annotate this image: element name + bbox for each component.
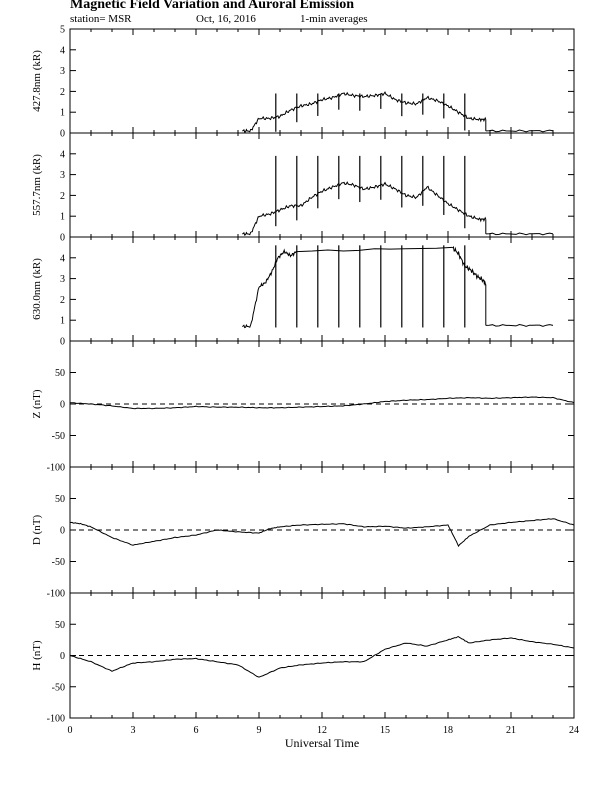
y-axis-label: D (nT) — [31, 515, 43, 546]
y-axis-label: 427.8nm (kR) — [31, 50, 43, 112]
y-tick-label: -100 — [47, 714, 65, 725]
y-axis-label: 630.0nm (kR) — [31, 258, 43, 320]
y-tick-label: 0 — [60, 337, 65, 348]
y-axis-label: 557.7nm (kR) — [31, 154, 43, 216]
y-tick-label: 50 — [55, 368, 65, 379]
y-tick-label: 2 — [60, 87, 65, 98]
y-tick-label: 50 — [55, 620, 65, 631]
series-line — [451, 245, 487, 286]
y-tick-label: -100 — [47, 463, 65, 474]
y-tick-label: 1 — [60, 108, 65, 119]
station-label: station= MSR — [70, 13, 132, 25]
chart-title: Magnetic Field Variation and Auroral Emi… — [70, 0, 355, 12]
y-tick-label: 2 — [60, 191, 65, 202]
y-tick-label: 0 — [60, 651, 65, 662]
y-tick-label: 2 — [60, 295, 65, 306]
y-tick-label: 4 — [60, 45, 65, 56]
y-tick-label: 4 — [60, 253, 65, 264]
x-tick-label: 9 — [257, 725, 262, 736]
y-tick-label: 0 — [60, 400, 65, 411]
panel-frame — [69, 28, 575, 134]
averaging-label: 1-min averages — [300, 13, 368, 25]
series-line — [242, 91, 487, 133]
date-label: Oct, 16, 2016 — [196, 13, 256, 25]
y-tick-label: 3 — [60, 170, 65, 181]
y-tick-label: 0 — [60, 233, 65, 244]
y-tick-label: -100 — [47, 589, 65, 600]
series-line — [69, 518, 575, 548]
series-line — [242, 181, 487, 236]
y-tick-label: -50 — [52, 431, 65, 442]
x-axis-label: Universal Time — [285, 736, 359, 750]
x-tick-label: 15 — [380, 725, 390, 736]
y-tick-label: 50 — [55, 494, 65, 505]
y-tick-label: 3 — [60, 66, 65, 77]
y-tick-label: 1 — [60, 212, 65, 223]
y-tick-label: 5 — [60, 25, 65, 36]
panel-frame — [69, 132, 575, 238]
x-tick-label: 6 — [194, 725, 199, 736]
x-tick-label: 0 — [68, 725, 73, 736]
series-line — [485, 232, 554, 236]
y-axis-label: Z (nT) — [31, 389, 43, 418]
x-tick-label: 21 — [506, 725, 516, 736]
y-tick-label: 0 — [60, 526, 65, 537]
series-line — [69, 636, 575, 678]
x-tick-label: 24 — [569, 725, 579, 736]
series-line — [296, 246, 453, 253]
x-tick-label: 18 — [443, 725, 453, 736]
y-tick-label: 1 — [60, 316, 65, 327]
y-tick-label: -50 — [52, 682, 65, 693]
y-tick-label: 0 — [60, 129, 65, 140]
y-tick-label: 3 — [60, 274, 65, 285]
series-line — [485, 323, 554, 327]
x-tick-label: 3 — [131, 725, 136, 736]
y-tick-label: 4 — [60, 149, 65, 160]
series-line — [69, 396, 575, 410]
y-tick-label: -50 — [52, 557, 65, 568]
series-line — [485, 129, 554, 133]
y-axis-label: H (nT) — [31, 640, 43, 671]
panel-frame — [69, 236, 575, 342]
series-line — [242, 248, 297, 329]
x-tick-label: 12 — [317, 725, 327, 736]
